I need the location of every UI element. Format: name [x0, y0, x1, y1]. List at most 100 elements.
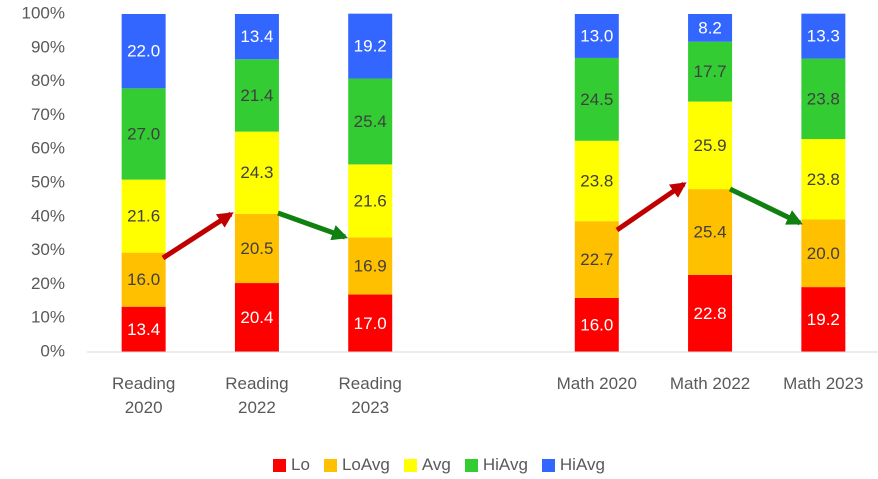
- y-tick-label: 100%: [22, 3, 65, 22]
- bar-segment: [348, 294, 393, 352]
- data-label: 16.0: [127, 270, 160, 289]
- bar-segment: [348, 13, 393, 79]
- legend-swatch: [403, 458, 417, 472]
- legend-label: Avg: [421, 455, 451, 474]
- y-tick-label: 70%: [31, 105, 65, 124]
- arrow-down: [728, 186, 803, 226]
- data-label: 16.9: [354, 256, 387, 275]
- data-label: 25.4: [694, 222, 727, 241]
- y-tick-label: 80%: [31, 71, 65, 90]
- bar-segment: [121, 88, 166, 180]
- data-label: 21.6: [127, 207, 160, 226]
- data-label: 20.0: [807, 244, 840, 263]
- data-label: 25.9: [694, 136, 727, 155]
- x-tick-label: Math 2022: [669, 374, 751, 393]
- data-label: 20.5: [240, 239, 273, 258]
- data-label: 24.5: [580, 90, 613, 109]
- y-tick-label: 50%: [31, 172, 65, 191]
- legend-item: HiAvg: [541, 455, 605, 475]
- legend-swatch: [273, 458, 287, 472]
- bar-segment: [121, 14, 166, 89]
- y-tick-label: 60%: [31, 139, 65, 158]
- bar-segment: [688, 41, 733, 102]
- bar-segment: [234, 59, 279, 132]
- data-label: 19.2: [354, 37, 387, 56]
- data-label: 13.4: [240, 27, 273, 46]
- arrow-down: [277, 210, 349, 241]
- data-label: 13.0: [580, 26, 613, 45]
- bar-segment: [348, 164, 393, 238]
- legend-label: Lo: [291, 455, 310, 474]
- legend: Lo LoAvg Avg HiAvg HiAvg: [0, 455, 878, 475]
- bar-segment: [234, 14, 279, 60]
- bar-segment: [801, 287, 846, 352]
- legend-item: Avg: [403, 455, 451, 475]
- data-label: 25.4: [354, 112, 387, 131]
- legend-item: LoAvg: [323, 455, 390, 475]
- legend-swatch: [464, 458, 478, 472]
- data-label: 13.4: [127, 320, 160, 339]
- data-label: 21.4: [240, 86, 273, 105]
- bar-segment: [574, 57, 619, 141]
- data-label: 22.7: [580, 250, 613, 269]
- bar-segment: [234, 131, 279, 214]
- data-label: 17.7: [694, 62, 727, 81]
- data-label: 23.8: [580, 171, 613, 190]
- y-tick-label: 40%: [31, 206, 65, 225]
- arrow-up: [615, 181, 687, 233]
- bar-segment: [574, 14, 619, 58]
- bar-segment: [574, 221, 619, 298]
- data-label: 22.8: [694, 304, 727, 323]
- y-tick-label: 30%: [31, 240, 65, 259]
- x-tick-label: Math 2020: [556, 374, 637, 393]
- y-tick-label: 20%: [31, 274, 65, 293]
- data-label: 13.3: [807, 27, 840, 46]
- bar-segment: [574, 297, 619, 352]
- bar-segment: [121, 252, 166, 307]
- bar-segment: [801, 58, 846, 140]
- legend-swatch: [541, 458, 555, 472]
- bar-segment: [234, 213, 279, 284]
- data-label: 19.2: [807, 310, 840, 329]
- x-tick-label: Reading 2023: [338, 374, 402, 417]
- data-label: 20.4: [240, 308, 273, 327]
- y-tick-label: 90%: [31, 37, 65, 56]
- data-label: 8.2: [698, 18, 722, 37]
- bar-segment: [688, 274, 733, 352]
- data-label: 24.3: [240, 163, 273, 182]
- bar-segment: [574, 140, 619, 222]
- legend-label: HiAvg: [559, 455, 605, 474]
- data-label: 22.0: [127, 42, 160, 61]
- bar-segment: [121, 179, 166, 253]
- bar-segment: [121, 306, 166, 352]
- bar-segment: [801, 219, 846, 288]
- bar-segment: [801, 139, 846, 220]
- legend-label: LoAvg: [341, 455, 390, 474]
- x-tick-label: Reading 2022: [225, 374, 289, 417]
- legend-label: HiAvg: [482, 455, 528, 474]
- data-label: 27.0: [127, 124, 160, 143]
- legend-swatch: [323, 458, 337, 472]
- bar-segment: [688, 14, 733, 42]
- data-label: 21.6: [354, 191, 387, 210]
- data-label: 16.0: [580, 315, 613, 334]
- x-tick-label: Math 2023: [783, 374, 864, 393]
- y-tick-label: 10%: [31, 308, 65, 327]
- bar-segment: [234, 283, 279, 352]
- y-tick-label: 0%: [40, 341, 65, 360]
- legend-item: Lo: [273, 455, 310, 475]
- bar-segment: [348, 78, 393, 165]
- data-label: 23.8: [807, 170, 840, 189]
- arrow-up: [161, 211, 234, 261]
- bar-segment: [801, 13, 846, 59]
- x-tick-label: Reading 2020: [111, 374, 176, 417]
- legend-item: HiAvg: [464, 455, 528, 475]
- data-label: 23.8: [807, 89, 840, 108]
- arrows: [161, 181, 803, 261]
- bar-segment: [688, 189, 733, 275]
- data-label: 17.0: [354, 314, 387, 333]
- bars: 13.4 16.0 21.6 27.0 22.0 20.4 20.5 24.3 21.4 13.4…: [121, 13, 846, 352]
- bar-segment: [348, 237, 393, 295]
